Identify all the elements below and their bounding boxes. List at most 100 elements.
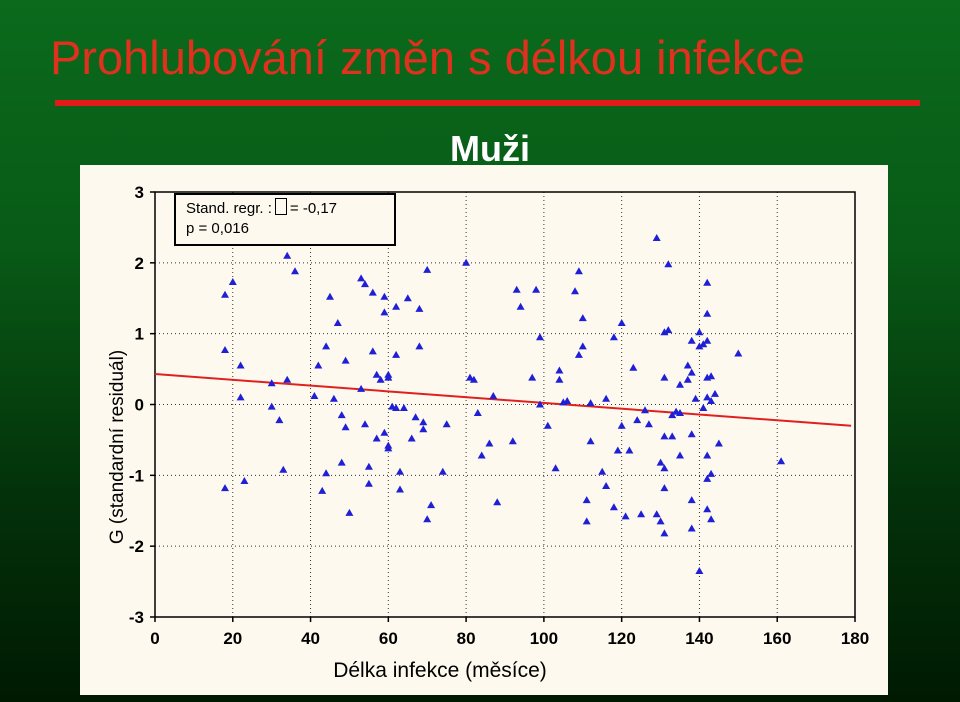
data-point	[687, 368, 696, 376]
data-point	[598, 467, 607, 475]
data-point	[333, 319, 342, 326]
data-point	[337, 458, 346, 466]
data-point	[664, 260, 673, 268]
data-point	[283, 251, 292, 259]
data-point	[372, 434, 381, 442]
x-tick-label: 60	[379, 629, 398, 648]
data-point	[574, 350, 583, 358]
x-tick-label: 20	[223, 629, 242, 648]
data-point	[322, 469, 331, 477]
data-point	[419, 425, 428, 433]
data-point	[707, 372, 716, 380]
x-tick-label: 100	[530, 629, 558, 648]
beta-symbol-icon	[274, 198, 287, 215]
data-point	[734, 349, 743, 357]
data-point	[392, 302, 401, 310]
data-point	[571, 287, 579, 295]
data-point	[676, 380, 684, 388]
data-point	[555, 366, 564, 374]
data-point	[687, 496, 696, 504]
data-point	[563, 397, 572, 404]
data-point	[361, 420, 369, 428]
data-point	[415, 342, 424, 350]
data-point	[664, 326, 673, 334]
data-point	[644, 420, 653, 428]
data-point	[267, 402, 276, 410]
data-point	[660, 432, 669, 440]
data-point	[228, 278, 237, 285]
data-point	[368, 347, 377, 355]
data-point	[267, 379, 276, 387]
data-point	[411, 413, 420, 421]
data-point	[543, 421, 552, 429]
data-point	[629, 363, 638, 371]
data-point	[240, 477, 249, 484]
data-point	[407, 434, 416, 442]
data-point	[384, 373, 393, 381]
data-point	[687, 524, 696, 532]
data-point	[275, 416, 284, 424]
data-point	[384, 444, 393, 452]
x-tick-label: 40	[301, 629, 320, 648]
data-point	[396, 467, 404, 475]
data-point	[551, 464, 560, 472]
data-point	[236, 361, 245, 369]
data-point	[613, 446, 622, 454]
data-point	[318, 486, 327, 494]
data-point	[427, 501, 436, 509]
data-point	[221, 346, 229, 353]
data-point	[438, 467, 447, 475]
data-point	[641, 406, 649, 414]
data-point	[660, 529, 669, 537]
data-point	[586, 399, 595, 407]
x-tick-label: 180	[841, 629, 869, 648]
y-tick-label: 1	[135, 325, 144, 344]
data-point	[695, 328, 704, 336]
data-point	[508, 437, 517, 445]
data-point	[777, 457, 786, 465]
x-axis-title: Délka infekce (měsíce)	[333, 659, 547, 682]
data-point	[423, 265, 432, 273]
data-point	[380, 292, 389, 300]
data-point	[221, 484, 229, 492]
y-axis-title: G (standardní residuál)	[107, 349, 128, 545]
data-point	[341, 356, 350, 364]
data-point	[609, 503, 618, 511]
data-point	[676, 451, 684, 459]
data-point	[310, 392, 319, 399]
data-point	[707, 469, 716, 477]
data-point	[652, 510, 661, 518]
data-point	[555, 375, 564, 383]
chart-subtitle: Muži	[450, 128, 530, 169]
data-point	[703, 474, 712, 482]
data-point	[578, 314, 587, 322]
data-point	[364, 479, 373, 487]
data-point	[283, 375, 292, 383]
data-point	[703, 278, 712, 286]
stats-p-value: p = 0,016	[186, 220, 249, 237]
data-point	[660, 484, 669, 492]
data-point	[703, 451, 712, 459]
data-point	[236, 393, 245, 401]
data-point	[683, 375, 692, 383]
data-point	[345, 508, 354, 516]
y-tick-label: -3	[129, 608, 144, 627]
data-point	[625, 446, 634, 454]
data-point	[633, 416, 642, 424]
regression-line	[154, 373, 852, 427]
data-point	[711, 389, 719, 397]
data-point	[617, 421, 626, 429]
data-point	[396, 485, 404, 493]
data-point	[699, 404, 708, 411]
data-point	[399, 404, 408, 411]
data-point	[326, 292, 334, 300]
data-point	[578, 342, 587, 350]
data-point	[376, 375, 385, 383]
x-tick-label: 80	[457, 629, 476, 648]
data-point	[687, 430, 696, 438]
y-tick-label: -1	[129, 466, 144, 485]
data-point	[536, 333, 544, 341]
data-point	[403, 294, 412, 302]
slide-title: Prohlubování změn s délkou infekce	[50, 31, 806, 84]
data-point	[695, 342, 704, 350]
